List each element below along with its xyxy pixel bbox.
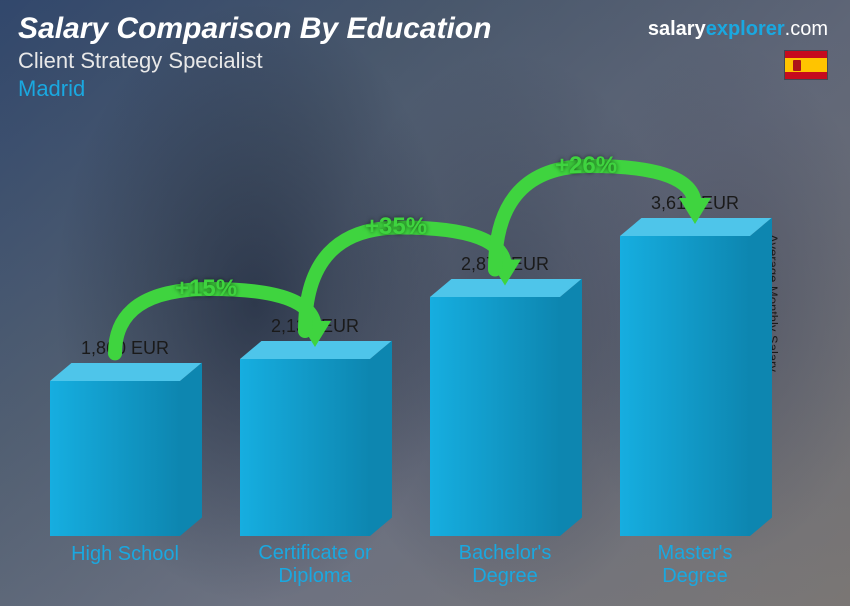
flag-stripe (785, 58, 827, 72)
increase-arrow (40, 140, 800, 586)
job-title: Client Strategy Specialist (18, 48, 491, 74)
brand-logo: salaryexplorer.com (648, 18, 828, 41)
brand-suffix: .com (785, 18, 828, 40)
location: Madrid (18, 76, 491, 102)
infographic-container: Salary Comparison By Education Client St… (0, 0, 850, 606)
flag-crest (793, 60, 801, 71)
flag-stripe (785, 72, 827, 79)
bar-chart: 1,860 EURHigh School2,130 EURCertificate… (40, 140, 800, 586)
brand-main: salary (648, 18, 706, 40)
increase-pct-label: +26% (555, 152, 617, 180)
flag-stripe (785, 51, 827, 58)
page-title: Salary Comparison By Education (18, 12, 491, 46)
flag-spain (784, 50, 828, 80)
header: Salary Comparison By Education Client St… (18, 12, 491, 102)
brand-sub: explorer (706, 18, 785, 40)
